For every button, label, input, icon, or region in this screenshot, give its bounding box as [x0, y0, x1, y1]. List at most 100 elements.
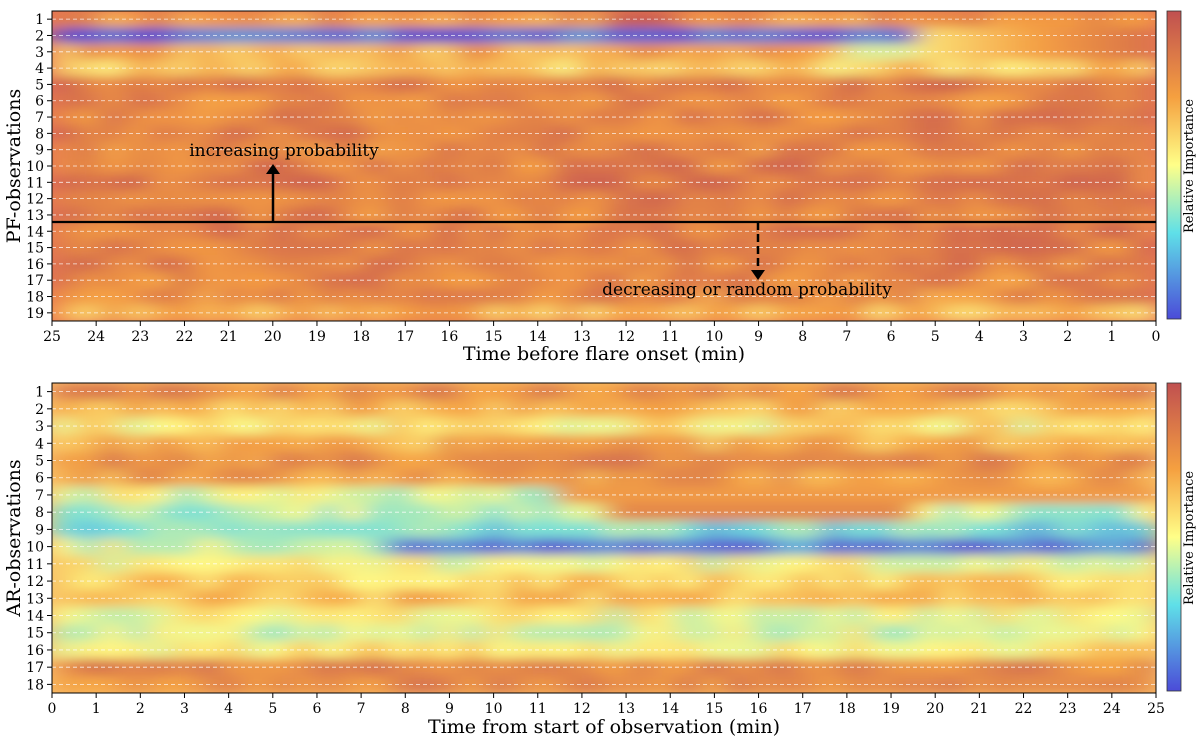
heatmap-cell	[580, 589, 605, 608]
heatmap-cell	[652, 141, 677, 159]
heatmap-cell	[748, 288, 773, 306]
heatmap-cell	[196, 503, 221, 522]
heatmap-cell	[532, 27, 557, 45]
heatmap-cell	[196, 27, 221, 45]
heatmap-cell	[292, 11, 317, 29]
heatmap-cell	[508, 125, 533, 143]
heatmap-cell	[268, 555, 293, 574]
heatmap-cell	[148, 520, 173, 539]
heatmap-cell	[364, 174, 389, 192]
heatmap-cell	[148, 157, 173, 176]
heatmap-cell	[148, 589, 173, 608]
heatmap-cell	[652, 288, 677, 306]
heatmap-cell	[748, 434, 773, 453]
heatmap-cell	[196, 239, 221, 257]
heatmap-cell	[220, 624, 245, 643]
heatmap-cell	[700, 503, 725, 522]
heatmap-cell	[220, 555, 245, 574]
heatmap-cell	[628, 141, 653, 159]
heatmap-cell	[268, 304, 293, 321]
heatmap-cell	[652, 520, 677, 539]
heatmap-cell	[580, 624, 605, 643]
heatmap-cell	[580, 288, 605, 306]
heatmap-cell	[508, 555, 533, 574]
heatmap-cell	[1012, 43, 1037, 61]
heatmap-cell	[460, 239, 485, 257]
heatmap-cell	[1036, 255, 1061, 274]
y-tick-label: 18	[26, 290, 44, 306]
heatmap-cell	[1060, 27, 1085, 45]
heatmap-cell	[700, 520, 725, 539]
heatmap-cell	[436, 451, 461, 471]
heatmap-cell	[316, 59, 341, 78]
heatmap-cell	[532, 520, 557, 539]
heatmap-cell	[604, 141, 629, 159]
heatmap-cell	[820, 272, 845, 290]
heatmap-cell	[700, 125, 725, 143]
heatmap-cell	[604, 451, 629, 471]
heatmap-cell	[292, 108, 317, 127]
x-tick-label: 7	[357, 701, 366, 717]
heatmap-cell	[844, 641, 869, 660]
heatmap-cell	[700, 675, 725, 693]
heatmap-cell	[1060, 589, 1085, 608]
heatmap-cell	[796, 206, 821, 225]
heatmap-cell	[52, 555, 77, 574]
heatmap-cell	[652, 43, 677, 61]
heatmap-cell	[52, 675, 77, 693]
heatmap-cell	[580, 11, 605, 29]
heatmap-cell	[76, 255, 101, 274]
heatmap-cell	[628, 174, 653, 192]
heatmap-cell	[796, 469, 821, 488]
heatmap-cell	[148, 92, 173, 110]
heatmap-cell	[1132, 486, 1156, 505]
heatmap-cell	[916, 108, 941, 127]
heatmap-cell	[556, 92, 581, 110]
heatmap-cell	[316, 624, 341, 643]
heatmap-cell	[436, 572, 461, 591]
heatmap-cell	[412, 417, 437, 436]
heatmap-cell	[628, 451, 653, 471]
heatmap-cell	[292, 383, 317, 402]
heatmap-cell	[964, 469, 989, 488]
heatmap-cell	[556, 272, 581, 290]
heatmap-cell	[100, 272, 125, 290]
heatmap-cell	[628, 223, 653, 241]
heatmap-cell	[100, 555, 125, 574]
heatmap-cell	[820, 206, 845, 225]
heatmap-cell	[532, 157, 557, 176]
x-tick-label: 5	[268, 701, 277, 717]
heatmap-cell	[844, 503, 869, 522]
heatmap-cell	[940, 223, 965, 241]
heatmap-cell	[892, 572, 917, 591]
heatmap-cell	[988, 272, 1013, 290]
heatmap-cell	[100, 288, 125, 306]
heatmap-cell	[964, 141, 989, 159]
heatmap-cell	[940, 451, 965, 471]
heatmap-cell	[76, 43, 101, 61]
heatmap-cell	[196, 606, 221, 626]
heatmap-cell	[580, 486, 605, 505]
heatmap-cell	[1012, 658, 1037, 677]
heatmap-cell	[124, 304, 149, 321]
heatmap-cell	[76, 157, 101, 176]
heatmap-cell	[220, 157, 245, 176]
heatmap-cell	[364, 383, 389, 402]
heatmap-cell	[796, 658, 821, 677]
pf-gridlines	[52, 18, 1156, 314]
heatmap-cell	[1084, 538, 1109, 557]
heatmap-cell	[916, 288, 941, 306]
y-tick-label: 5	[35, 77, 44, 93]
heatmap-cell	[268, 658, 293, 677]
heatmap-cell	[388, 503, 413, 522]
heatmap-cell	[532, 92, 557, 110]
heatmap-cell	[652, 27, 677, 45]
heatmap-cell	[916, 141, 941, 159]
heatmap-cell	[916, 59, 941, 78]
heatmap-cell	[940, 486, 965, 505]
heatmap-cell	[76, 572, 101, 591]
heatmap-cell	[652, 434, 677, 453]
heatmap-cell	[364, 675, 389, 693]
y-tick-label: 1	[35, 385, 44, 401]
heatmap-cell	[148, 43, 173, 61]
